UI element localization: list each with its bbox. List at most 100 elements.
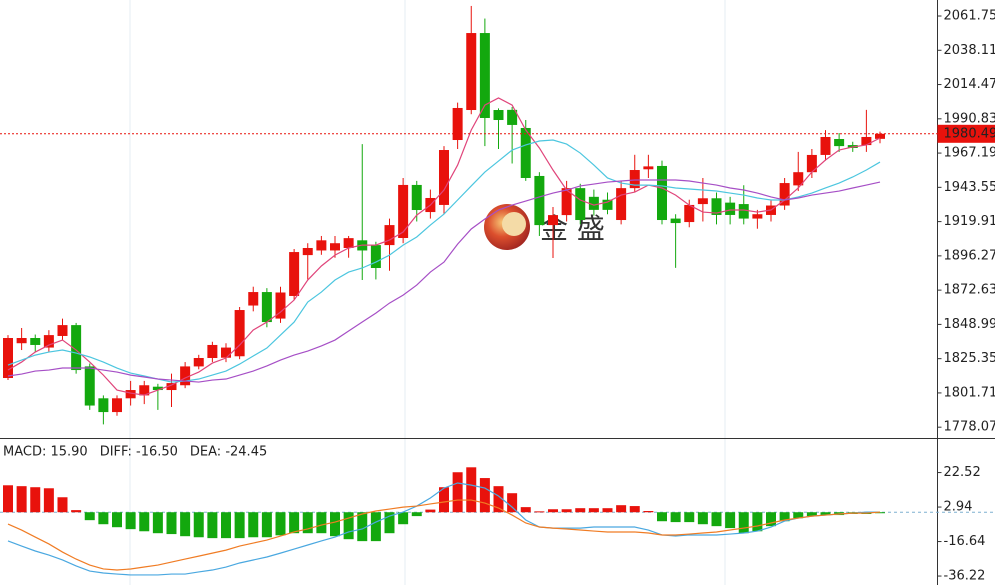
candle-body	[248, 292, 259, 306]
candle-body	[221, 347, 231, 358]
candle-body	[180, 366, 191, 386]
macd-bar	[207, 512, 218, 539]
candle-body	[112, 398, 122, 413]
y-tick-label: 1778.07	[944, 420, 995, 435]
macd-bar	[548, 509, 558, 513]
indicator-line	[7, 97, 881, 396]
candle-body	[657, 165, 667, 221]
candle-body	[588, 196, 599, 210]
y-tick-label: 1967.19	[944, 146, 995, 161]
macd-bar	[234, 512, 245, 539]
macd-bar	[84, 512, 95, 521]
macd-bar	[139, 512, 150, 532]
macd-bar	[43, 488, 54, 513]
last-price-box	[937, 124, 995, 143]
candle-body	[684, 204, 695, 223]
candle-body	[493, 110, 504, 121]
macd-bar	[221, 512, 231, 539]
macd-bar	[330, 512, 340, 537]
candle-body	[752, 214, 763, 219]
candle-body	[452, 107, 463, 141]
candle-body	[629, 170, 640, 189]
macd-bar	[180, 512, 191, 537]
candle-body	[670, 218, 681, 224]
macd-bar	[793, 512, 804, 519]
candle-body	[602, 199, 613, 210]
y-tick-label: 1801.71	[944, 385, 995, 400]
macd-bar	[261, 512, 272, 538]
macd-bar	[357, 512, 368, 542]
candle-body	[466, 33, 477, 111]
macd-bar	[316, 512, 327, 534]
macd-bar	[493, 486, 504, 513]
macd-bar	[370, 512, 381, 542]
legend-label: DEA: -24.45	[190, 445, 267, 460]
candle-body	[616, 188, 627, 221]
macd-bar	[466, 467, 477, 513]
candle-body	[479, 33, 490, 118]
macd-bar	[602, 508, 613, 513]
y-tick-label: 2014.47	[944, 77, 995, 92]
y-tick-label: 2038.11	[944, 43, 995, 58]
candle-body	[152, 386, 163, 391]
candle-body	[575, 188, 586, 221]
macd-bar	[820, 512, 831, 516]
macd-bar	[16, 486, 27, 513]
candle-body	[534, 175, 545, 226]
macd-bar	[302, 512, 313, 534]
macd-bar	[657, 512, 667, 522]
macd-bar	[752, 512, 763, 532]
candle-body	[193, 358, 204, 367]
macd-bar	[248, 512, 259, 538]
macd-bar	[766, 512, 776, 527]
macd-bar	[3, 485, 13, 513]
candle-body	[139, 385, 150, 396]
candle-body	[520, 127, 531, 178]
candle-body	[207, 344, 218, 359]
macd-bar	[98, 512, 109, 525]
y-tick-label: 1919.91	[944, 214, 995, 229]
macd-bar	[112, 512, 122, 528]
macd-bar	[779, 512, 790, 522]
macd-bar	[452, 472, 463, 513]
y-tick-label: 1943.55	[944, 180, 995, 195]
macd-bar	[166, 512, 177, 535]
candle-body	[125, 390, 136, 399]
candle-body	[84, 366, 95, 406]
candle-body	[411, 184, 422, 211]
macd-bar	[684, 512, 695, 523]
candle-body	[507, 109, 518, 125]
macd-bar	[520, 507, 531, 513]
candle-body	[711, 198, 722, 215]
macd-bar	[629, 506, 640, 513]
candle-body	[166, 383, 177, 391]
logo	[502, 212, 526, 236]
candle-body	[779, 183, 790, 206]
candle-body	[234, 310, 245, 357]
candle-body	[820, 136, 831, 155]
candle-body	[643, 166, 654, 170]
indicator-line	[7, 482, 880, 576]
macd-bar	[725, 512, 736, 529]
candle-body	[384, 225, 395, 246]
candle-body	[548, 215, 558, 226]
last-price-label: 1980.49	[944, 126, 995, 141]
candle-body	[834, 138, 845, 147]
macd-bar	[289, 512, 300, 534]
candle-body	[330, 243, 340, 251]
candle-body	[439, 150, 449, 205]
candle-body	[316, 240, 327, 251]
macd-bar	[534, 511, 545, 513]
macd-bar	[193, 512, 204, 538]
candle-body	[275, 292, 286, 319]
macd-bar	[479, 478, 490, 513]
candle-body	[806, 154, 817, 173]
candle-body	[561, 188, 572, 216]
y-tick-label: -36.22	[944, 569, 986, 584]
candle-body	[302, 247, 313, 256]
macd-bar	[738, 512, 749, 534]
macd-bar	[616, 505, 627, 513]
candle-body	[71, 325, 82, 371]
